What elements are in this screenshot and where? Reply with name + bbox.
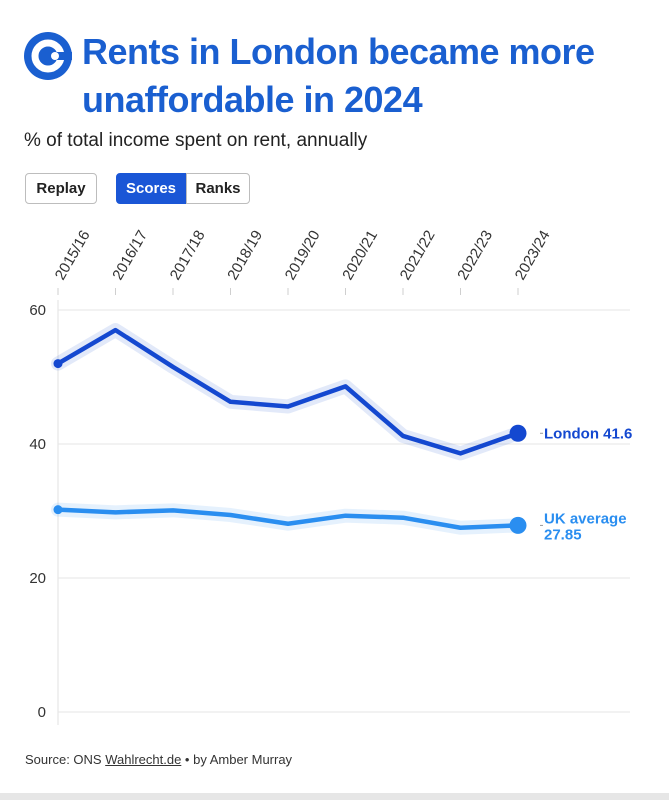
x-tick-label: 2020/21 [339, 228, 381, 283]
bottom-divider [0, 793, 669, 800]
series-line [55, 327, 521, 456]
x-tick-label: 2018/19 [224, 228, 266, 283]
x-tick-label: 2019/20 [282, 228, 324, 283]
x-tick-label: 2021/22 [397, 228, 439, 283]
uk-end-label-line2: 27.85 [544, 526, 582, 543]
replay-button[interactable]: Replay [25, 173, 97, 204]
y-tick-label: 20 [29, 570, 46, 587]
y-tick-label: 0 [38, 704, 46, 721]
x-tick-label: 2016/17 [109, 228, 151, 283]
series-start-point [53, 505, 63, 515]
london-end-label: London 41.6 [544, 425, 632, 442]
x-tick-label: 2015/16 [52, 228, 94, 283]
source-prefix: Source: ONS [25, 752, 106, 767]
scores-toggle-button[interactable]: Scores [116, 173, 186, 204]
series-end-point [509, 516, 527, 534]
x-tick-label: 2023/24 [512, 228, 554, 283]
uk-end-label-line1: UK average [544, 510, 627, 527]
chart-title: Rents in London became more unaffordable… [82, 31, 595, 120]
series-line [55, 507, 521, 530]
ranks-toggle-button[interactable]: Ranks [186, 173, 250, 204]
x-tick-label: 2017/18 [167, 228, 209, 283]
x-tick-label: 2022/23 [454, 228, 496, 283]
series-start-point [53, 359, 63, 369]
line-chart: 0 20 40 60 2015/16 2016/17 2017/18 2018/19 2019/… [29, 228, 632, 725]
series-end-point [509, 424, 527, 442]
brand-logo-icon [24, 32, 72, 80]
chart-subtitle: % of total income spent on rent, annuall… [24, 130, 368, 151]
chart-footer: Source: ONS Wahlrecht.de • by Amber Murr… [25, 752, 292, 767]
byline: • by Amber Murray [181, 752, 293, 767]
y-tick-label: 40 [29, 436, 46, 453]
source-link[interactable]: Wahlrecht.de [105, 752, 182, 767]
series-halo [51, 323, 525, 461]
y-tick-label: 60 [29, 302, 46, 319]
